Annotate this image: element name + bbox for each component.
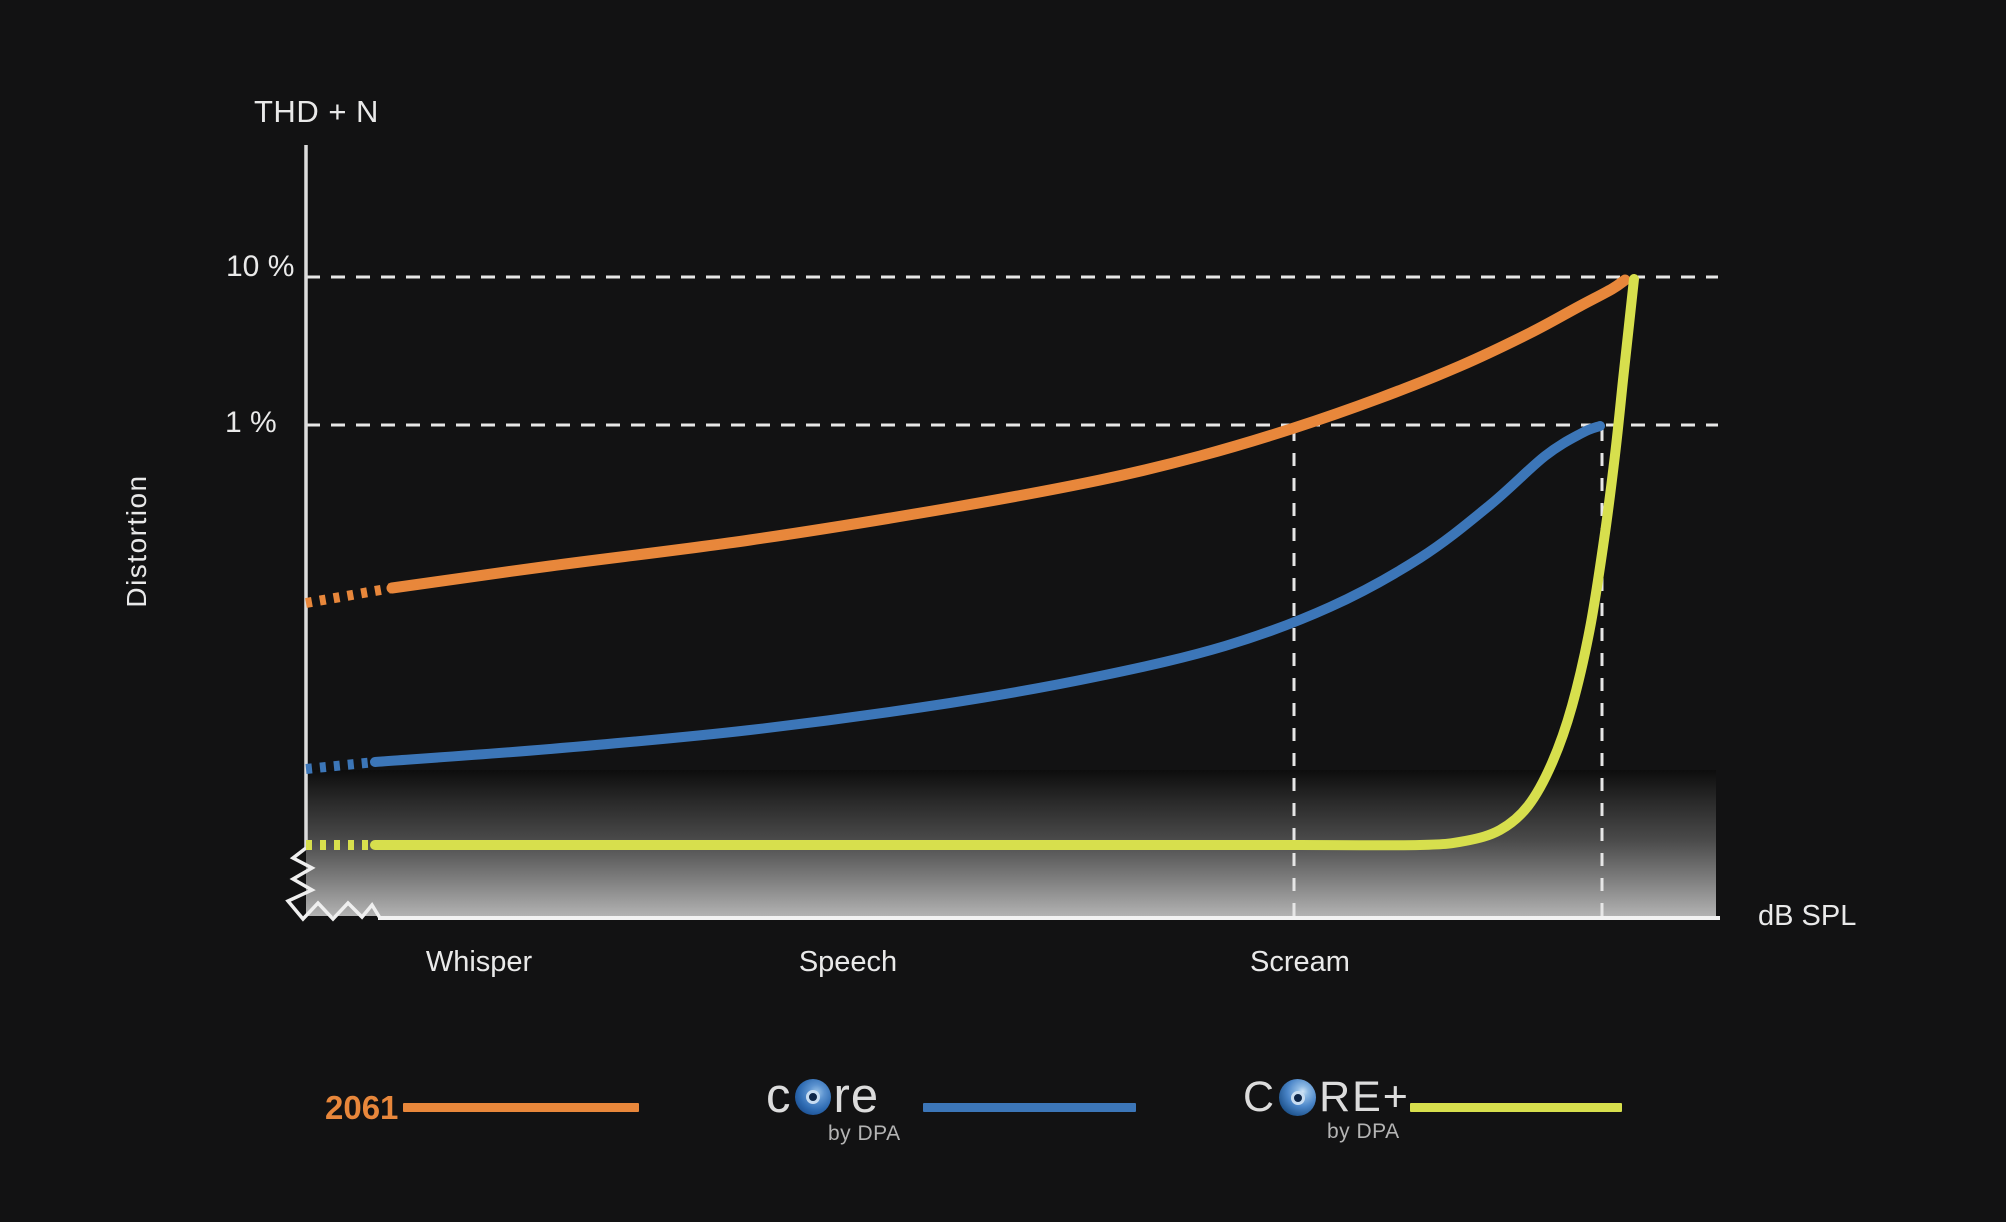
coreplus-logo-center-dot (1290, 1090, 1305, 1105)
legend-logo-core-by-dpa: c re by DPA (766, 1072, 901, 1145)
legend-logo-coreplus-by-dpa: C RE+ by DPA (1243, 1076, 1410, 1143)
series-2061-lead-in (305, 583, 393, 608)
legend-swatch-core (923, 1103, 1136, 1112)
series-coreplus-curve (370, 274, 1639, 851)
coreplus-logo-word: C RE+ (1243, 1076, 1410, 1119)
series-core-lead-in (305, 757, 376, 774)
series-2061-curve (386, 274, 1631, 594)
legend-swatch-coreplus (1410, 1103, 1622, 1112)
x-category-scream: Scream (1250, 946, 1350, 978)
axis-break-zigzag (285, 846, 382, 922)
y-tick-10-percent: 10 % (226, 250, 295, 283)
chart-title: THD + N (254, 94, 379, 129)
core-logo-prefix: c (766, 1069, 792, 1123)
core-logo-suffix: re (833, 1069, 880, 1123)
legend-swatch-2061 (403, 1103, 639, 1112)
coreplus-logo-suffix: RE+ (1319, 1073, 1410, 1121)
series-core-curve (370, 421, 1605, 767)
x-category-speech: Speech (798, 946, 898, 978)
x-axis-label: dB SPL (1758, 900, 1857, 932)
core-logo-word: c re (766, 1072, 901, 1121)
coreplus-logo-o-icon (1279, 1079, 1317, 1116)
core-logo-o-icon (794, 1078, 831, 1115)
y-tick-1-percent: 1 % (225, 406, 277, 439)
coreplus-logo-byline: by DPA (1327, 1120, 1400, 1143)
core-logo-byline: by DPA (828, 1122, 901, 1145)
x-category-whisper: Whisper (425, 946, 533, 978)
coreplus-logo-prefix: C (1243, 1073, 1277, 1121)
y-axis-label: Distortion (121, 474, 152, 608)
legend-label-2061: 2061 (325, 1089, 399, 1126)
core-logo-center-dot (805, 1089, 820, 1104)
